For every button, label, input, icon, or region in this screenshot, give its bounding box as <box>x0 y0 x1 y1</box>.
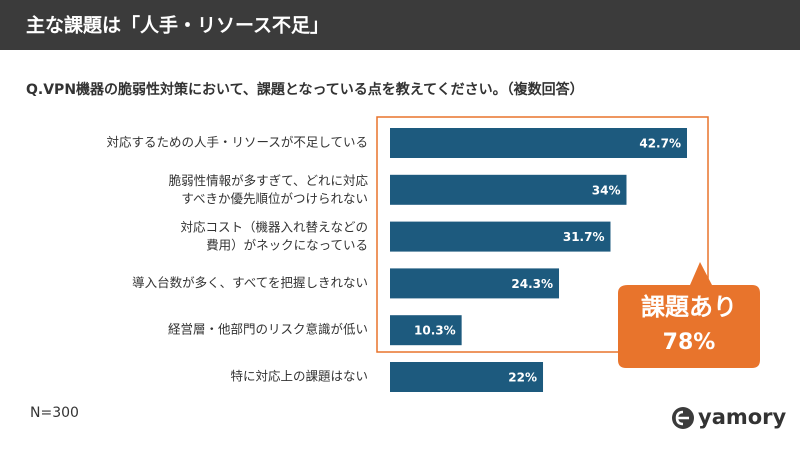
category-label: 対応するための人手・リソースが不足している <box>106 135 368 150</box>
category-label: 導入台数が多く、すべてを把握しきれない <box>132 275 368 290</box>
category-label: 脆弱性情報が多すぎて、どれに対応すべきか優先順位がつけられない <box>169 172 369 205</box>
callout-text: 78% <box>663 330 716 355</box>
chart-title: 主な課題は「人手・リソース不足」 <box>26 14 329 37</box>
bar <box>390 128 687 158</box>
header-bar <box>0 0 800 50</box>
chart-subtitle: Q.VPN機器の脆弱性対策において、課題となっている点を教えてください。（複数回… <box>26 81 584 98</box>
bar <box>390 174 627 205</box>
value-label: 42.7% <box>639 137 681 151</box>
category-label: 対応コスト（機器入れ替えなどの費用）がネックになっている <box>180 219 368 252</box>
value-label: 22% <box>508 371 537 385</box>
bar <box>390 362 544 392</box>
bar <box>390 268 560 299</box>
highlight-box <box>376 116 709 353</box>
brand-name: yamory <box>698 405 787 429</box>
bar <box>390 315 462 346</box>
value-label: 34% <box>592 183 621 197</box>
bar <box>390 221 611 252</box>
callout-bubble <box>618 262 760 368</box>
value-label: 31.7% <box>563 230 605 244</box>
value-label: 10.3% <box>414 324 456 338</box>
category-label: 特に対応上の課題はない <box>230 369 368 384</box>
brand-logo-mark <box>675 410 689 426</box>
value-label: 24.3% <box>511 277 553 291</box>
sample-note: N=300 <box>30 405 79 421</box>
category-label: 経営層・他部門のリスク意識が低い <box>168 322 368 337</box>
callout-title: 課題あり <box>641 293 737 321</box>
